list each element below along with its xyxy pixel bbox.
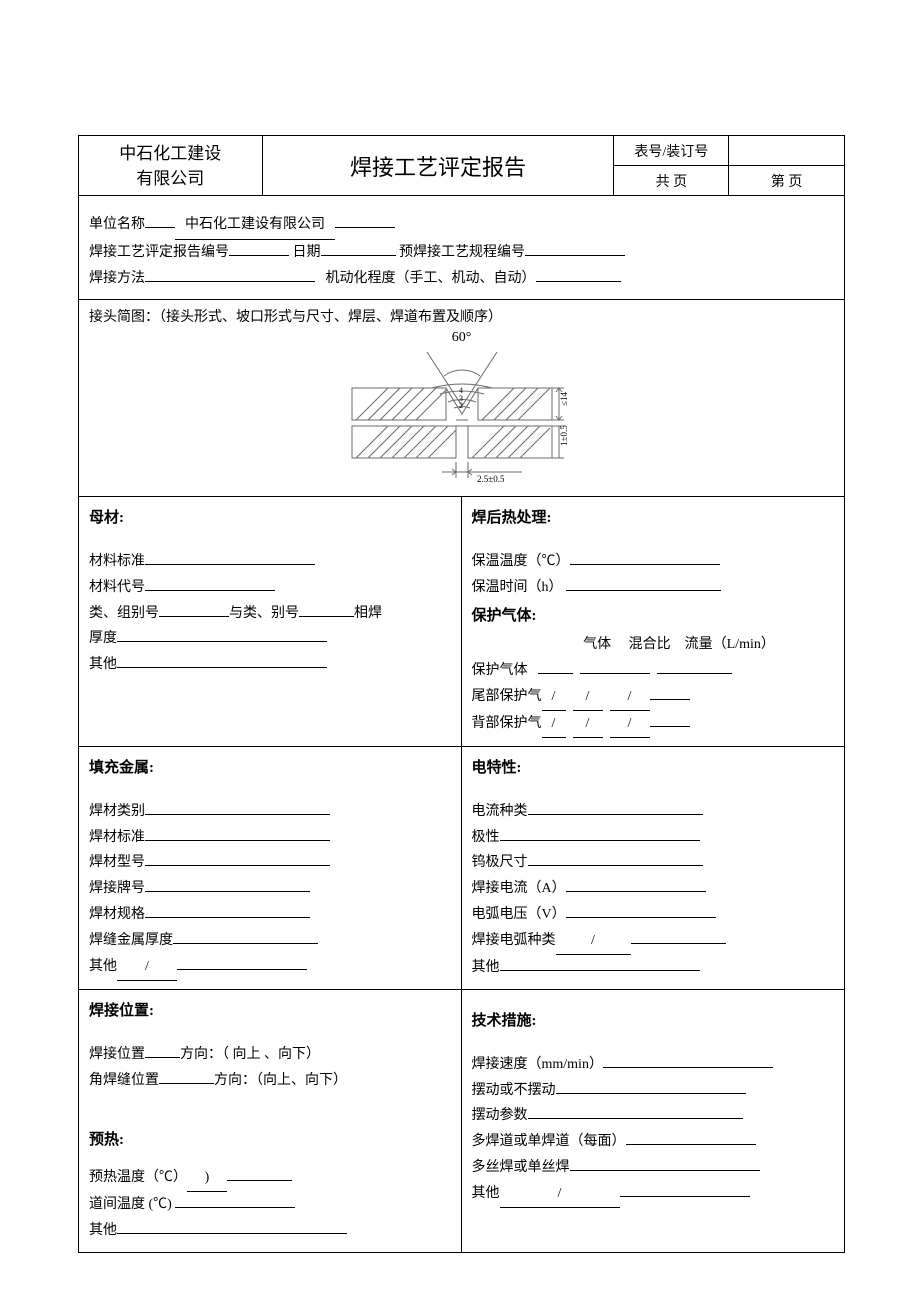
- info-block: 单位名称 中石化工建设有限公司 焊接工艺评定报告编号 日期 预焊接工艺规程编号 焊…: [79, 196, 844, 299]
- tech-col: 技术措施: 焊接速度（mm/min） 摆动或不摆动 摆动参数 多焊道或单焊道（每…: [462, 990, 845, 1252]
- bm-group-a: 类、组别号: [89, 606, 159, 621]
- report-no-label: 焊接工艺评定报告编号: [89, 245, 229, 260]
- svg-text:2: 2: [459, 401, 463, 410]
- tech-mp: 多焊道或单焊道（每面）: [472, 1134, 626, 1149]
- pwht-time: 保温时间（h）: [472, 580, 563, 595]
- preheat-heading: 预热:: [89, 1127, 451, 1155]
- fillet-dir: 方向：（向上、向下）: [214, 1073, 347, 1088]
- joint-sketch-svg: ≤14 1±0.5 2.5±0.5 4 3 2: [332, 348, 592, 488]
- row-pos-tech: 焊接位置: 焊接位置 方向：（ 向上 、向下） 角焊缝位置 方向：（向上、向下） 预…: [79, 989, 844, 1252]
- sketch-block: 接头简图：（接头形式、坡口形式与尺寸、焊层、焊道布置及顺序） 60°: [79, 299, 844, 496]
- page: 中石化工建设 有限公司 焊接工艺评定报告 表号/装订号 共 页 第 页 单位名称…: [0, 0, 920, 1313]
- bm-thk: 厚度: [89, 631, 117, 646]
- filler-heading: 填充金属:: [89, 755, 451, 783]
- tech-weave-p: 摆动参数: [472, 1108, 528, 1123]
- total-pages: 共 页: [614, 166, 729, 195]
- tech-mw: 多丝焊或单丝焊: [472, 1160, 570, 1175]
- bm-group-tail: 相焊: [354, 606, 382, 621]
- info-line3: 焊接方法 机动化程度（手工、机动、自动）: [89, 266, 834, 293]
- company-line2: 有限公司: [79, 167, 262, 192]
- interpass: 道间温度 (℃): [89, 1197, 172, 1212]
- filler-spec: 焊材规格: [89, 907, 145, 922]
- pre-spec-label: 预焊接工艺规程编号: [399, 245, 525, 260]
- bm-code: 材料代号: [89, 580, 145, 595]
- sketch-title: 接头简图：（接头形式、坡口形式与尺寸、焊层、焊道布置及顺序）: [89, 306, 834, 326]
- gas-col2: 混合比: [629, 632, 671, 658]
- weld-method-label: 焊接方法: [89, 271, 145, 286]
- tech-weave: 摆动或不摆动: [472, 1083, 556, 1098]
- gas-shield: 保护气体: [472, 663, 528, 678]
- pre-temp: 预热温度（℃）: [89, 1170, 187, 1185]
- elec-other: 其他: [472, 960, 500, 975]
- dim-side: 1±0.5: [559, 425, 569, 446]
- header-right-row1: 表号/装订号: [614, 136, 844, 166]
- header-row: 中石化工建设 有限公司 焊接工艺评定报告 表号/装订号 共 页 第 页: [79, 136, 844, 196]
- unit-value: 中石化工建设有限公司: [175, 212, 335, 240]
- sketch-angle: 60°: [89, 330, 834, 346]
- filler-grade: 焊接牌号: [89, 881, 145, 896]
- filler-std: 焊材标准: [89, 830, 145, 845]
- gas-col3: 流量（L/min）: [685, 632, 775, 658]
- elec-heading: 电特性:: [472, 755, 835, 783]
- position-heading: 焊接位置:: [89, 998, 451, 1026]
- gas-back: 背部保护气: [472, 716, 542, 731]
- pos-dir: 方向：（ 向上 、向下）: [180, 1047, 320, 1062]
- filler-type: 焊材型号: [89, 855, 145, 870]
- form-no-value: [729, 136, 844, 165]
- position-preheat-col: 焊接位置: 焊接位置 方向：（ 向上 、向下） 角焊缝位置 方向：（向上、向下） 预…: [79, 990, 462, 1252]
- company-line1: 中石化工建设: [79, 142, 262, 167]
- elec-amp: 焊接电流（A）: [472, 881, 566, 896]
- pwht-heading: 焊后热处理:: [472, 505, 835, 533]
- filler-depthk: 焊缝金属厚度: [89, 933, 173, 948]
- base-metal-col: 母材: 材料标准 材料代号 类、组别号 与类、别号 相焊 厚度 其他: [79, 497, 462, 746]
- bm-other: 其他: [89, 657, 117, 672]
- form-outer: 中石化工建设 有限公司 焊接工艺评定报告 表号/装订号 共 页 第 页 单位名称…: [78, 135, 845, 1253]
- mech-label: 机动化程度（手工、机动、自动）: [326, 271, 536, 286]
- dim-bottom: 2.5±0.5: [477, 474, 505, 484]
- elec-cur: 电流种类: [472, 804, 528, 819]
- elec-col: 电特性: 电流种类 极性 钨极尺寸 焊接电流（A） 电弧电压（V） 焊接电弧种类…: [462, 747, 845, 989]
- fillet-label: 角焊缝位置: [89, 1073, 159, 1088]
- gas-header-row: 气体 混合比 流量（L/min）: [472, 632, 835, 658]
- bm-std: 材料标准: [89, 554, 145, 569]
- tech-speed: 焊接速度（mm/min）: [472, 1057, 603, 1072]
- elec-volt: 电弧电压（V）: [472, 907, 566, 922]
- row-base-pwht: 母材: 材料标准 材料代号 类、组别号 与类、别号 相焊 厚度 其他 焊后热处理: …: [79, 496, 844, 746]
- pwht-temp: 保温温度（℃）: [472, 554, 570, 569]
- info-line2: 焊接工艺评定报告编号 日期 预焊接工艺规程编号: [89, 240, 834, 267]
- elec-tung: 钨极尺寸: [472, 855, 528, 870]
- header-right-row2: 共 页 第 页: [614, 166, 844, 195]
- info-line1: 单位名称 中石化工建设有限公司: [89, 212, 834, 240]
- unit-label: 单位名称: [89, 217, 145, 232]
- bm-group-b: 与类、别号: [229, 606, 299, 621]
- pos-label: 焊接位置: [89, 1047, 145, 1062]
- elec-pol: 极性: [472, 830, 500, 845]
- tech-other: 其他: [472, 1186, 500, 1201]
- row-filler-elec: 填充金属: 焊材类别 焊材标准 焊材型号 焊接牌号 焊材规格 焊缝金属厚度 其他…: [79, 746, 844, 989]
- form-no-label: 表号/装订号: [614, 136, 729, 165]
- filler-cat: 焊材类别: [89, 804, 145, 819]
- pre-other: 其他: [89, 1223, 117, 1238]
- page-no: 第 页: [729, 166, 844, 195]
- filler-col: 填充金属: 焊材类别 焊材标准 焊材型号 焊接牌号 焊材规格 焊缝金属厚度 其他…: [79, 747, 462, 989]
- gas-tail: 尾部保护气: [472, 689, 542, 704]
- gas-col1: 气体: [583, 632, 611, 658]
- date-label: 日期: [293, 245, 321, 260]
- base-metal-heading: 母材:: [89, 505, 451, 533]
- pwht-gas-col: 焊后热处理: 保温温度（℃） 保温时间（h） 保护气体: 气体 混合比 流量（L…: [462, 497, 845, 746]
- tech-heading: 技术措施:: [472, 1008, 835, 1036]
- header-right: 表号/装订号 共 页 第 页: [614, 136, 844, 195]
- filler-other: 其他: [89, 959, 117, 974]
- report-title: 焊接工艺评定报告: [263, 136, 615, 195]
- dim-top: ≤14: [559, 392, 569, 406]
- gas-heading: 保护气体:: [472, 603, 835, 631]
- elec-arc: 焊接电弧种类: [472, 933, 556, 948]
- company-cell: 中石化工建设 有限公司: [79, 136, 263, 195]
